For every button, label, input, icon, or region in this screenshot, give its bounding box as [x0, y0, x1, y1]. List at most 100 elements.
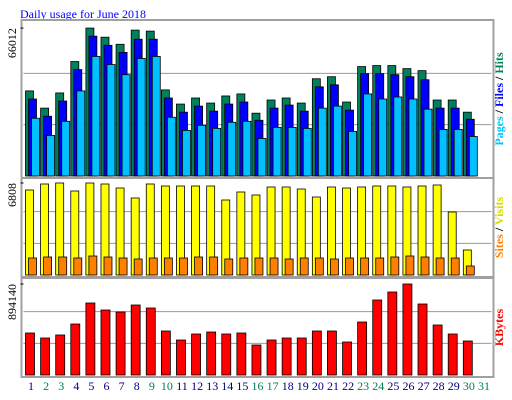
bar	[76, 90, 86, 177]
chart-title: Daily usage for June 2018	[20, 7, 146, 21]
bar	[25, 332, 35, 376]
bar	[432, 324, 443, 376]
bar	[468, 136, 478, 177]
bar	[179, 257, 188, 276]
bar	[251, 344, 262, 376]
bar	[405, 255, 415, 276]
legend-separator: /	[492, 225, 506, 234]
bar	[212, 127, 222, 177]
bar	[151, 56, 161, 177]
legend: Pages / Files / Hits	[492, 52, 506, 146]
x-tick-label: 11	[176, 379, 188, 393]
bar	[254, 257, 264, 276]
x-tick-label: 16	[252, 379, 264, 393]
bar	[435, 257, 445, 276]
bar	[191, 333, 201, 376]
legend-entry: Files	[492, 83, 506, 107]
bar	[103, 256, 113, 276]
bar	[453, 128, 463, 177]
x-tick-label: 31	[478, 379, 490, 393]
x-tick-label: 14	[221, 379, 233, 393]
bar	[363, 93, 373, 177]
bar	[91, 56, 101, 177]
bar	[46, 135, 55, 177]
bar	[163, 257, 173, 276]
bar	[58, 256, 68, 276]
bar	[31, 117, 40, 177]
bar	[314, 257, 324, 276]
x-tick-label: 21	[327, 379, 339, 393]
bar	[357, 321, 368, 376]
bar	[160, 330, 171, 376]
y-tick-label: 66012	[5, 28, 19, 58]
bar	[423, 108, 433, 177]
bar	[450, 257, 460, 276]
legend-separator: /	[492, 107, 506, 116]
bar	[266, 339, 277, 376]
bar	[85, 302, 96, 376]
bar	[372, 299, 383, 376]
bar	[342, 341, 352, 376]
legend-separator: /	[492, 74, 506, 83]
bar	[302, 127, 312, 177]
x-tick-label: 26	[402, 379, 414, 393]
bar	[224, 258, 234, 276]
bar	[420, 256, 430, 276]
bar	[465, 265, 475, 276]
bar	[100, 309, 111, 376]
bar	[447, 333, 458, 376]
bar	[194, 256, 203, 276]
bar	[133, 258, 143, 276]
bar	[28, 257, 37, 276]
legend: KBytes	[492, 309, 506, 347]
legend-entry: Hits	[492, 52, 506, 74]
bar	[393, 96, 403, 177]
bar	[242, 120, 252, 177]
bar	[299, 257, 309, 276]
bar	[88, 255, 98, 276]
x-tick-label: 22	[342, 379, 354, 393]
bar	[239, 257, 249, 276]
x-tick-label: 24	[372, 379, 384, 393]
x-tick-label: 17	[267, 379, 279, 393]
x-tick-label: 18	[282, 379, 294, 393]
bar	[378, 98, 388, 177]
bar	[348, 131, 357, 177]
legend-entry: Pages	[492, 116, 506, 146]
bar	[417, 303, 428, 376]
bar	[70, 323, 81, 376]
bar	[130, 304, 141, 376]
bar	[360, 257, 370, 276]
bar	[281, 337, 292, 376]
bar	[438, 128, 448, 177]
bar	[145, 307, 156, 376]
bar	[209, 256, 219, 276]
bar	[197, 124, 206, 177]
x-tick-label: 6	[104, 379, 110, 393]
x-tick-label: 8	[134, 379, 140, 393]
bar	[327, 330, 337, 376]
x-tick-label: 10	[161, 379, 173, 393]
bar	[206, 331, 217, 376]
bar	[227, 121, 237, 177]
bar	[311, 330, 322, 376]
bar	[236, 332, 247, 376]
bar	[330, 258, 339, 276]
bar	[121, 74, 131, 177]
bar	[287, 126, 297, 177]
bar	[462, 340, 473, 376]
y-tick-label: 6808	[5, 183, 19, 207]
bar	[166, 116, 176, 177]
x-tick-label: 30	[463, 379, 475, 393]
bar	[402, 283, 413, 376]
bar	[390, 256, 400, 276]
x-tick-label: 13	[206, 379, 218, 393]
x-tick-label: 23	[357, 379, 369, 393]
bar	[284, 258, 294, 276]
legend-entry: Sites	[492, 234, 506, 258]
legend-entry: KBytes	[492, 309, 506, 347]
x-tick-label: 12	[191, 379, 203, 393]
legend: Sites / Visits	[492, 197, 506, 259]
